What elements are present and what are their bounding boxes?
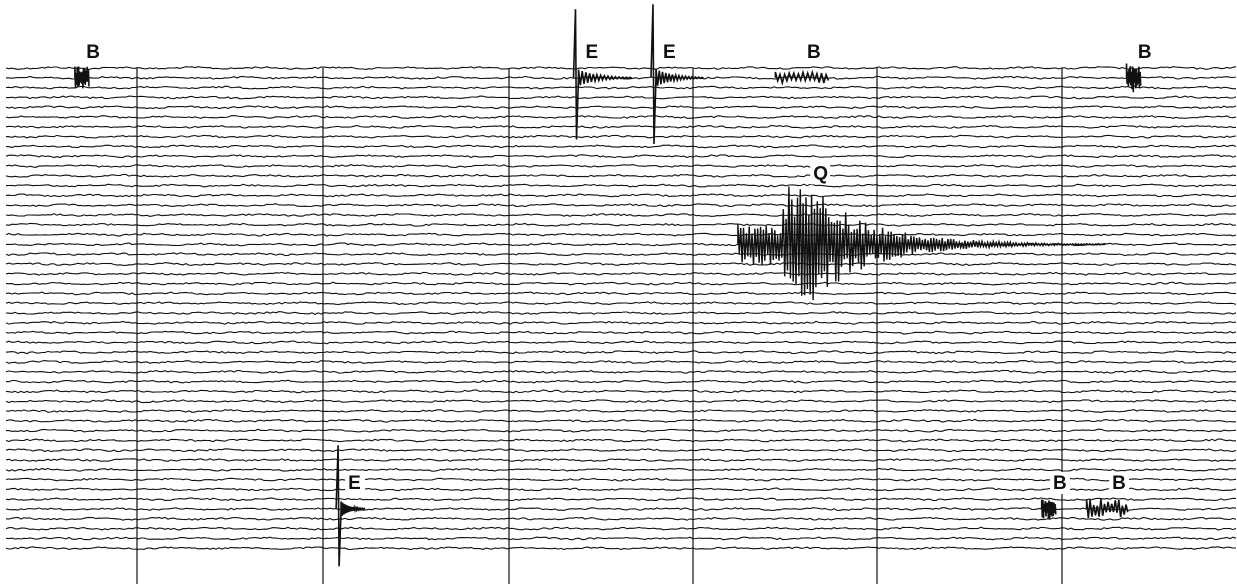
event-trace-2-E	[572, 9, 633, 140]
event-label-bg-3	[659, 40, 680, 63]
trace-line-28	[5, 330, 1237, 335]
trace-line-4	[5, 95, 1237, 100]
trace-line-29	[5, 340, 1237, 345]
trace-line-31	[5, 360, 1237, 364]
trace-line-11	[5, 164, 1237, 168]
trace-line-33	[5, 379, 1237, 384]
trace-line-46	[5, 507, 1237, 511]
event-label-bg-7	[345, 472, 366, 494]
trace-line-3	[5, 85, 1237, 90]
event-trace-9-B	[1085, 499, 1129, 518]
event-label-bg-5	[1134, 40, 1155, 63]
trace-line-27	[5, 320, 1237, 325]
event-label-7: E	[348, 473, 361, 494]
event-trace-5-B	[1125, 63, 1142, 93]
event-label-4: B	[807, 42, 821, 63]
trace-line-18	[5, 232, 1237, 237]
trace-line-35	[5, 399, 1237, 404]
event-label-8: B	[1053, 473, 1067, 494]
trace-line-14	[5, 193, 1237, 198]
trace-line-26	[5, 311, 1237, 316]
event-trace-1-B	[74, 66, 90, 89]
event-trace-7-E	[335, 445, 366, 567]
trace-line-5	[5, 105, 1237, 110]
trace-line-1	[5, 66, 1237, 70]
trace-line-49	[5, 536, 1237, 541]
trace-line-39	[5, 438, 1237, 443]
event-label-6: Q	[813, 163, 828, 184]
event-label-1: B	[86, 42, 100, 63]
trace-line-23	[5, 281, 1237, 286]
trace-line-10	[5, 154, 1237, 159]
seismogram-traces	[5, 66, 1237, 551]
minute-mark-grid	[136, 68, 1063, 584]
trace-line-41	[5, 458, 1237, 462]
event-label-bg-8	[1050, 472, 1071, 494]
trace-line-42	[5, 467, 1237, 472]
trace-line-21	[5, 262, 1237, 266]
trace-line-48	[5, 526, 1237, 531]
trace-line-45	[5, 497, 1237, 502]
event-trace-3-E	[650, 4, 704, 144]
event-trace-4-B	[774, 69, 830, 86]
trace-line-7	[5, 124, 1236, 129]
event-labels: B E E B B Q E B B	[83, 40, 1155, 494]
trace-line-12	[5, 173, 1237, 178]
event-label-2: E	[585, 42, 598, 63]
event-label-bg-2	[582, 40, 603, 63]
trace-line-6	[5, 115, 1237, 119]
event-trace-8-B	[1040, 499, 1057, 519]
trace-line-30	[5, 350, 1237, 355]
trace-line-15	[5, 203, 1237, 208]
trace-line-16	[5, 213, 1237, 217]
trace-line-8	[5, 134, 1237, 139]
trace-line-47	[5, 516, 1237, 521]
trace-line-43	[5, 477, 1237, 482]
event-label-bg-6	[810, 162, 831, 185]
trace-line-44	[5, 487, 1237, 492]
event-label-bg-9	[1109, 472, 1130, 494]
trace-line-22	[5, 271, 1237, 276]
trace-line-13	[5, 183, 1237, 188]
event-label-bg-1	[83, 40, 104, 63]
trace-line-40	[5, 448, 1237, 453]
trace-line-32	[5, 369, 1237, 374]
event-label-bg-4	[804, 40, 825, 63]
trace-line-20	[5, 252, 1237, 257]
event-label-3: E	[663, 42, 676, 63]
event-traces	[74, 4, 1142, 567]
trace-line-38	[6, 428, 1237, 433]
event-trace-6-Q	[737, 186, 1106, 301]
trace-line-25	[5, 301, 1237, 306]
trace-line-36	[5, 409, 1237, 413]
trace-line-9	[5, 144, 1237, 149]
event-label-5: B	[1138, 42, 1152, 63]
trace-line-24	[5, 291, 1237, 296]
event-label-9: B	[1112, 473, 1126, 494]
trace-line-37	[5, 418, 1237, 423]
trace-line-34	[5, 389, 1237, 394]
trace-line-17	[5, 222, 1237, 227]
trace-line-50	[5, 546, 1236, 551]
